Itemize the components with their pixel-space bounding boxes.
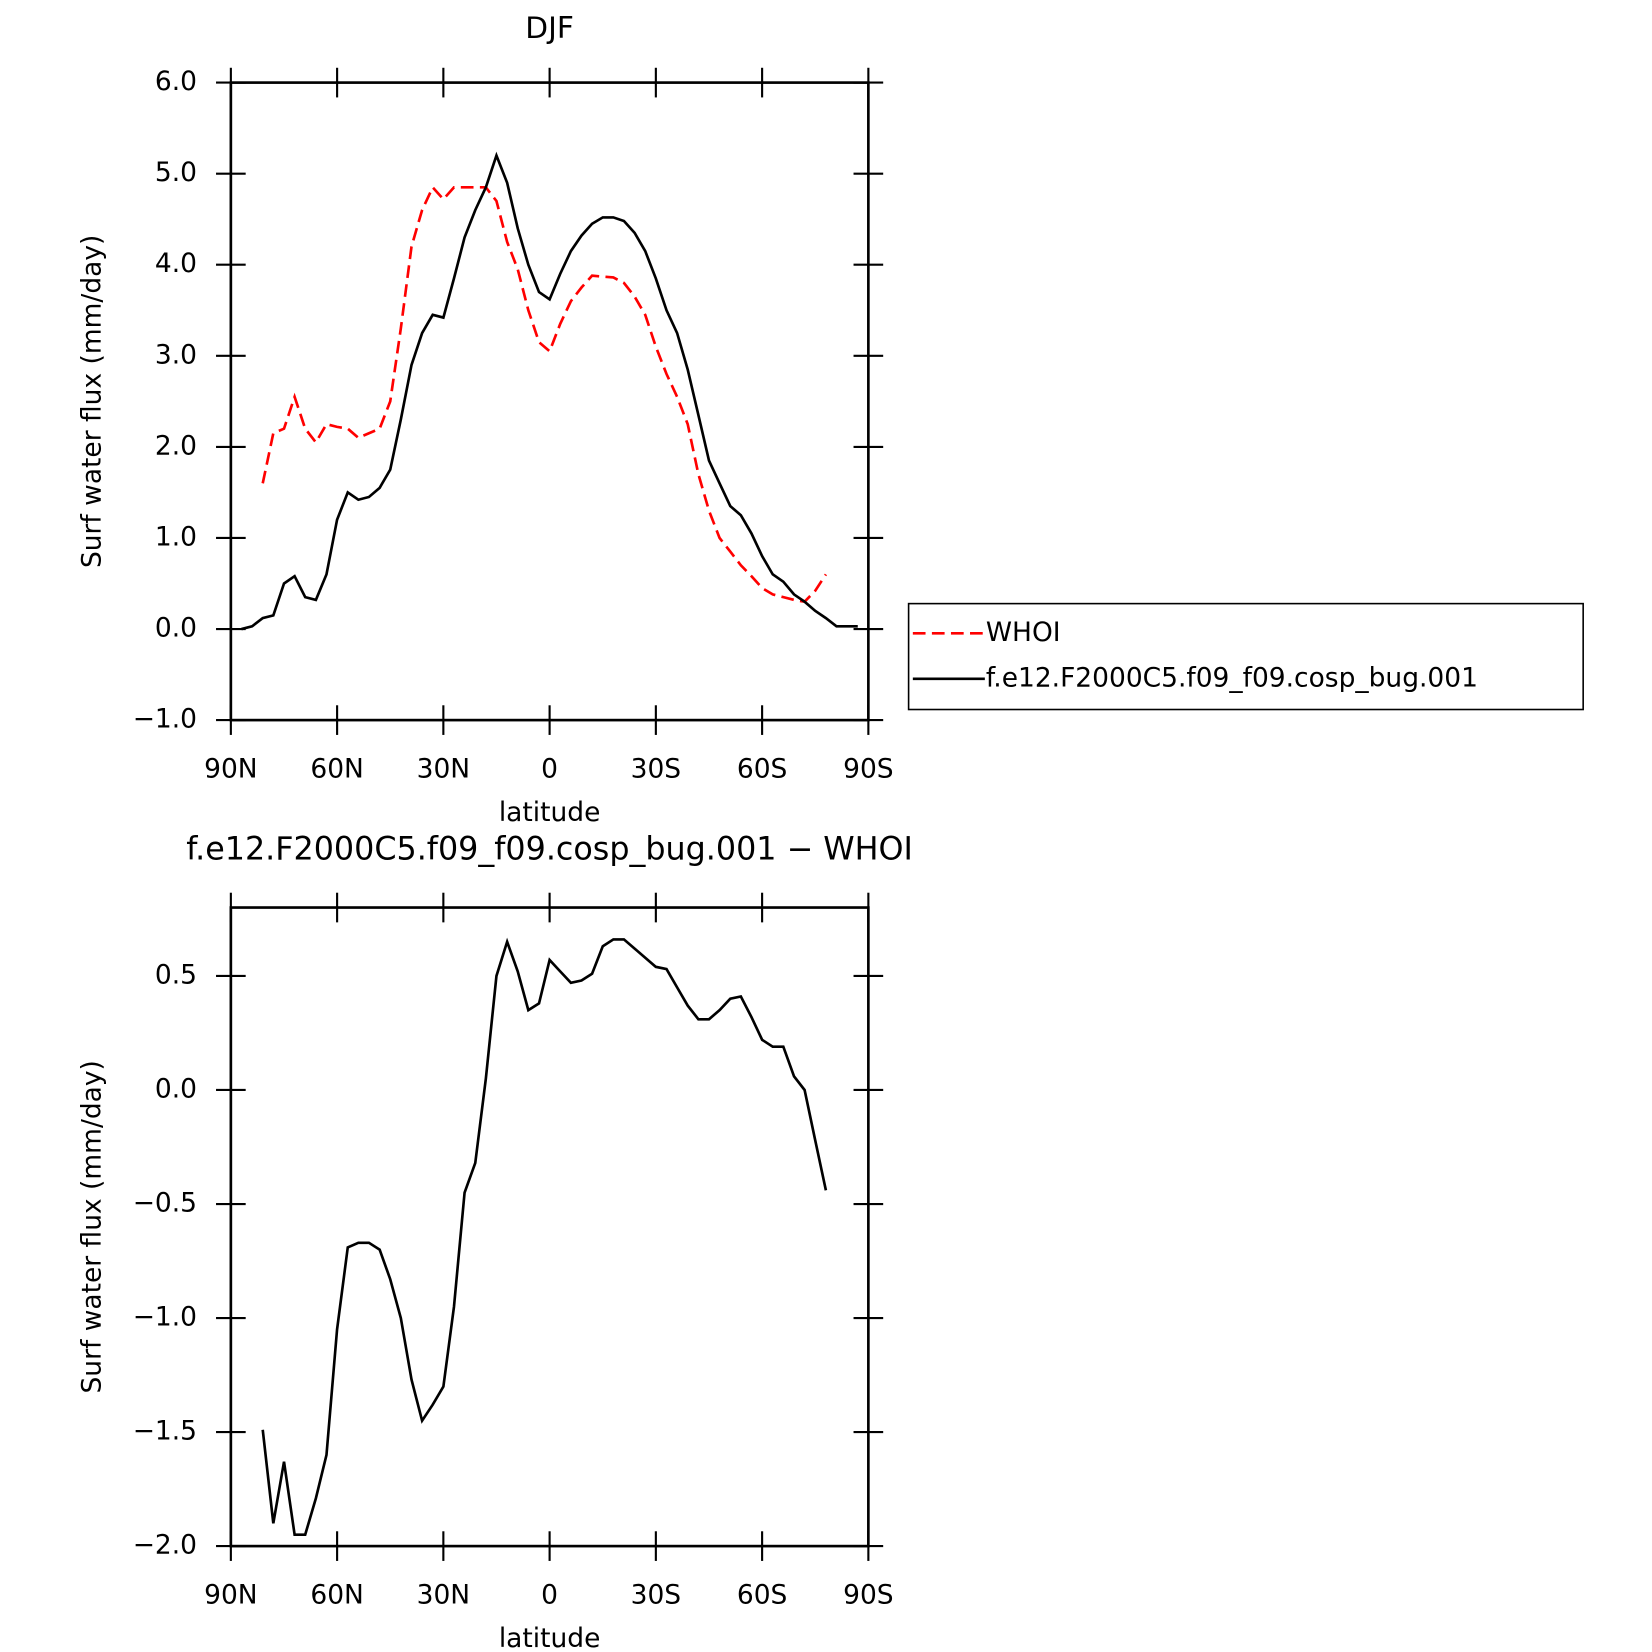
y-tick-label: −1.0 xyxy=(133,704,197,735)
x-tick-label: 30S xyxy=(631,1579,681,1610)
y-tick-label: 6.0 xyxy=(155,66,197,97)
x-tick-label: 30N xyxy=(417,1579,470,1610)
y-tick-label: 5.0 xyxy=(155,157,197,188)
plot-frame xyxy=(229,906,870,1548)
y-tick-label: 4.0 xyxy=(155,248,197,279)
y-tick-label: 3.0 xyxy=(155,339,197,370)
y-tick-label: −0.5 xyxy=(133,1188,197,1219)
x-tick-label: 0 xyxy=(541,753,558,784)
y-tick-label: 0.0 xyxy=(155,613,197,644)
y-tick-label: 0.5 xyxy=(155,959,197,990)
x-tick-label: 60N xyxy=(310,1579,363,1610)
x-axis-label: latitude xyxy=(499,1623,601,1652)
y-axis-label: Surf water flux (mm/day) xyxy=(77,1060,108,1393)
x-tick-label: 90N xyxy=(204,1579,257,1610)
y-tick-label: −1.0 xyxy=(133,1302,197,1333)
x-tick-label: 90S xyxy=(843,753,893,784)
y-axis-label: Surf water flux (mm/day) xyxy=(77,235,108,568)
plot-frame xyxy=(229,81,870,722)
y-tick-label: 0.0 xyxy=(155,1073,197,1104)
x-tick-label: 30S xyxy=(631,753,681,784)
data-line xyxy=(241,151,858,631)
x-tick-label: 90S xyxy=(843,1579,893,1610)
x-axis-label: latitude xyxy=(499,797,601,828)
legend-label: f.e12.F2000C5.f09_f09.cosp_bug.001 xyxy=(986,662,1478,693)
chart-title: f.e12.F2000C5.f09_f09.cosp_bug.001 − WHO… xyxy=(186,831,913,867)
x-tick-label: 30N xyxy=(417,753,470,784)
y-tick-label: 1.0 xyxy=(155,521,197,552)
legend-label: WHOI xyxy=(986,617,1061,648)
x-tick-label: 60N xyxy=(310,753,363,784)
data-line xyxy=(261,184,828,604)
x-tick-label: 90N xyxy=(204,753,257,784)
y-tick-label: −1.5 xyxy=(133,1416,197,1447)
data-line xyxy=(261,937,828,1536)
y-tick-label: 2.0 xyxy=(155,430,197,461)
y-tick-label: −2.0 xyxy=(133,1530,197,1561)
x-tick-label: 0 xyxy=(541,1579,558,1610)
legend-box xyxy=(907,602,1584,711)
chart-title: DJF xyxy=(525,10,574,45)
x-tick-label: 60S xyxy=(737,1579,787,1610)
x-tick-label: 60S xyxy=(737,753,787,784)
